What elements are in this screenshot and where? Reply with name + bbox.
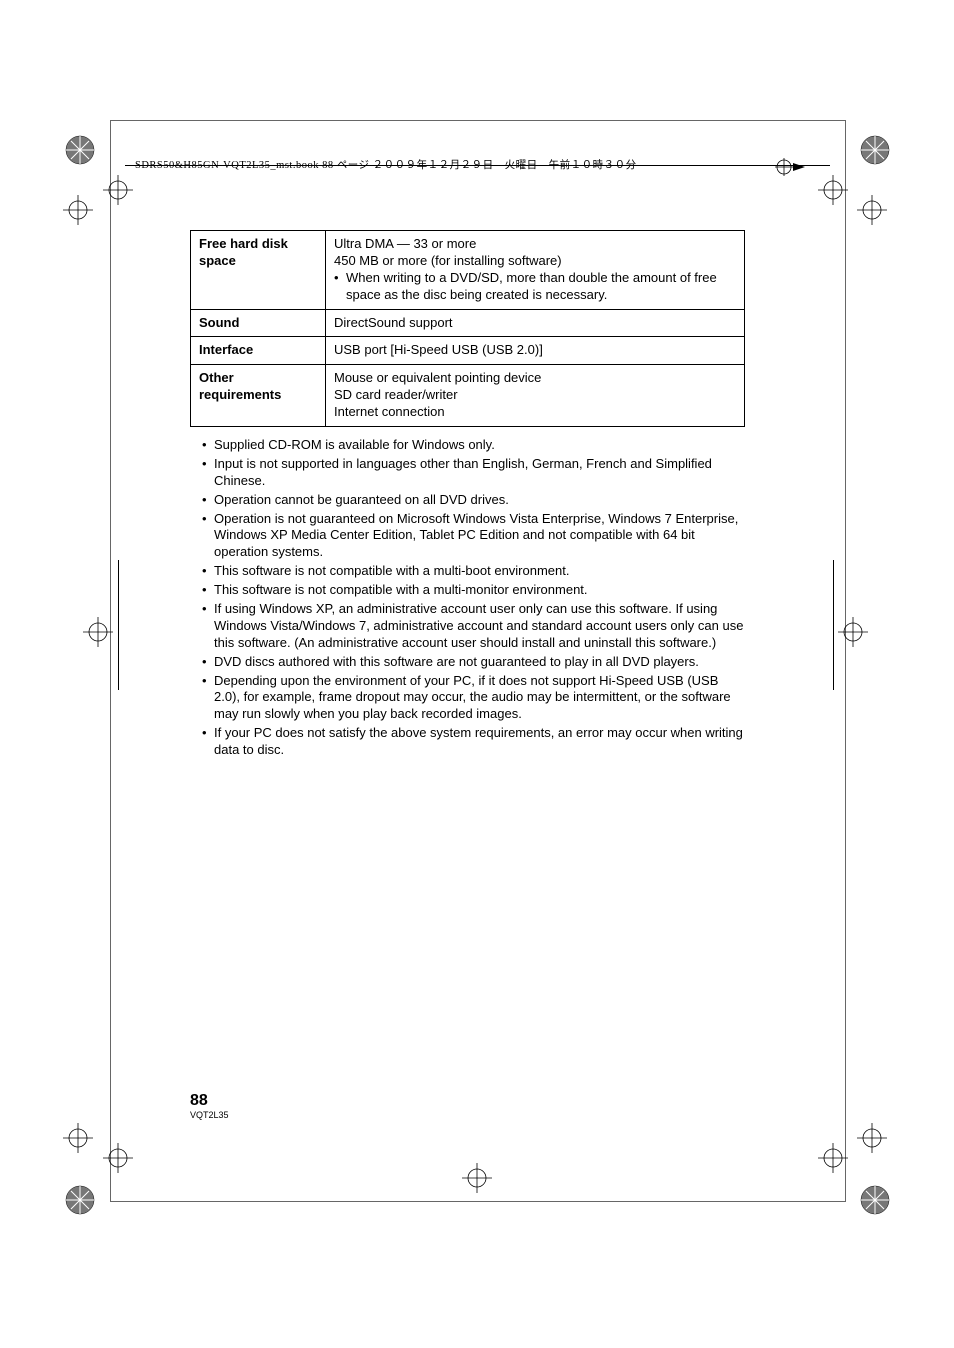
page-content: Free hard disk spaceUltra DMA — 33 or mo… bbox=[190, 230, 745, 761]
value-line: DirectSound support bbox=[334, 315, 736, 332]
crosshair-right-mid bbox=[838, 617, 868, 647]
reg-mark-top-right bbox=[855, 130, 895, 170]
reg-mark-top-left bbox=[60, 130, 100, 170]
table-row: Sound DirectSound support bbox=[191, 309, 745, 337]
crosshair-bottom-right-inner bbox=[818, 1143, 848, 1173]
note-item: Operation cannot be guaranteed on all DV… bbox=[202, 492, 745, 509]
page-number: 88 bbox=[190, 1092, 229, 1110]
spec-table: Free hard disk spaceUltra DMA — 33 or mo… bbox=[190, 230, 745, 427]
table-row: Free hard disk spaceUltra DMA — 33 or mo… bbox=[191, 231, 745, 310]
tic-left-vert bbox=[118, 560, 119, 690]
value-line: Ultra DMA — 33 or more bbox=[334, 236, 736, 253]
notes-list: Supplied CD-ROM is available for Windows… bbox=[190, 437, 745, 759]
value-bullet: When writing to a DVD/SD, more than doub… bbox=[334, 270, 736, 304]
note-item: Depending upon the environment of your P… bbox=[202, 673, 745, 724]
doc-code: VQT2L35 bbox=[190, 1110, 229, 1120]
value-line: USB port [Hi-Speed USB (USB 2.0)] bbox=[334, 342, 736, 359]
table-label: Free hard disk space bbox=[191, 231, 326, 310]
table-value: Ultra DMA — 33 or more450 MB or more (fo… bbox=[326, 231, 745, 310]
tic-right-vert bbox=[833, 560, 834, 690]
note-item: If your PC does not satisfy the above sy… bbox=[202, 725, 745, 759]
crosshair-bottom-left-outer bbox=[63, 1123, 93, 1153]
note-item: This software is not compatible with a m… bbox=[202, 582, 745, 599]
crosshair-top-right-arrow bbox=[775, 158, 805, 176]
crosshair-left-mid bbox=[83, 617, 113, 647]
reg-mark-bottom-right bbox=[855, 1180, 895, 1220]
value-line: 450 MB or more (for installing software) bbox=[334, 253, 736, 270]
note-item: Input is not supported in languages othe… bbox=[202, 456, 745, 490]
table-value: DirectSound support bbox=[326, 309, 745, 337]
table-label: Interface bbox=[191, 337, 326, 365]
note-item: If using Windows XP, an administrative a… bbox=[202, 601, 745, 652]
crosshair-top-right-outer bbox=[857, 195, 887, 225]
table-row: Other requirementsMouse or equivalent po… bbox=[191, 365, 745, 427]
crosshair-top-right-inner bbox=[818, 175, 848, 205]
note-item: Supplied CD-ROM is available for Windows… bbox=[202, 437, 745, 454]
crosshair-bottom-center bbox=[462, 1163, 492, 1193]
value-line: SD card reader/writer bbox=[334, 387, 736, 404]
crosshair-bottom-left-inner bbox=[103, 1143, 133, 1173]
value-line: Internet connection bbox=[334, 404, 736, 421]
crosshair-top-left-outer bbox=[63, 195, 93, 225]
note-item: This software is not compatible with a m… bbox=[202, 563, 745, 580]
note-item: DVD discs authored with this software ar… bbox=[202, 654, 745, 671]
page-footer: 88 VQT2L35 bbox=[190, 1092, 229, 1120]
table-value: Mouse or equivalent pointing deviceSD ca… bbox=[326, 365, 745, 427]
note-item: Operation is not guaranteed on Microsoft… bbox=[202, 511, 745, 562]
crosshair-bottom-right-outer bbox=[857, 1123, 887, 1153]
reg-mark-bottom-left bbox=[60, 1180, 100, 1220]
value-line: Mouse or equivalent pointing device bbox=[334, 370, 736, 387]
header-text: SDRS50&H85GN-VQT2L35_mst.book 88 ページ ２００… bbox=[135, 157, 637, 172]
crosshair-top-left-inner bbox=[103, 175, 133, 205]
table-value: USB port [Hi-Speed USB (USB 2.0)] bbox=[326, 337, 745, 365]
table-label: Other requirements bbox=[191, 365, 326, 427]
table-label: Sound bbox=[191, 309, 326, 337]
table-row: Interface USB port [Hi-Speed USB (USB 2.0… bbox=[191, 337, 745, 365]
